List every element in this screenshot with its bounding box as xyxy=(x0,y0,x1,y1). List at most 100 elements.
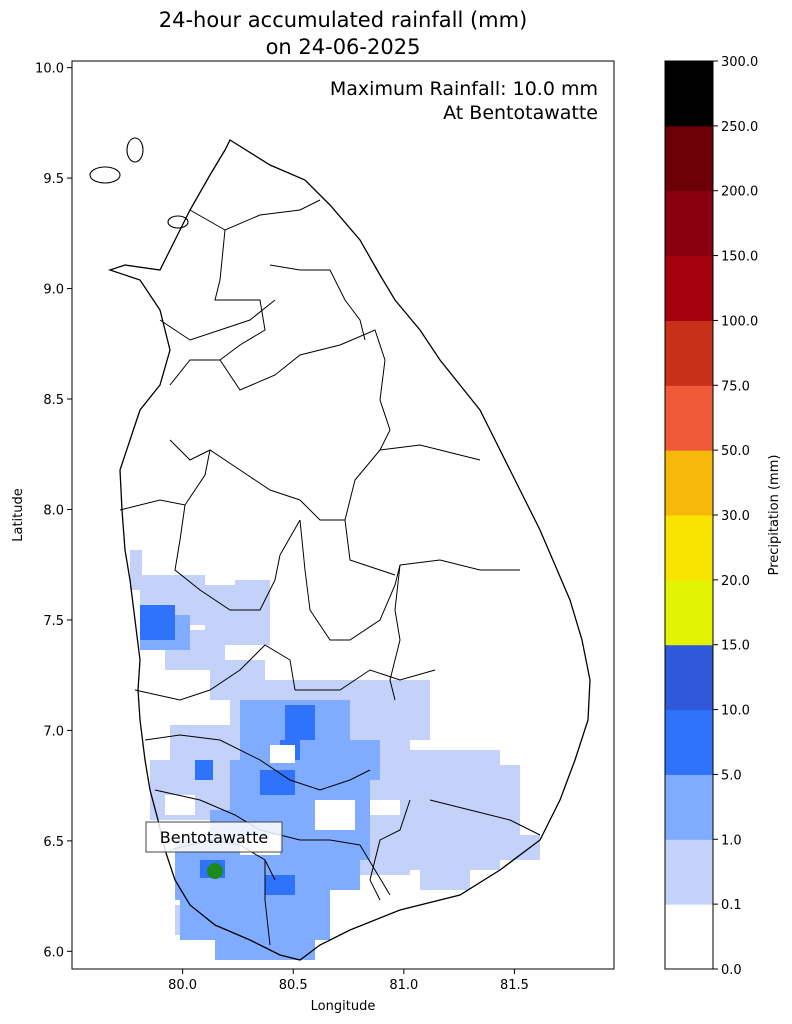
colorbar-segment xyxy=(665,904,713,970)
rainfall-cell xyxy=(265,875,295,895)
district-boundary xyxy=(299,519,401,641)
colorbar-tick-label: 250.0 xyxy=(721,120,758,135)
x-tick-label: 81.5 xyxy=(500,978,529,993)
colorbar-tick-label: 300.0 xyxy=(721,55,758,70)
colorbar-segment xyxy=(665,125,713,192)
x-tick-label: 80.0 xyxy=(168,978,197,993)
colorbar-tick-label: 15.0 xyxy=(721,639,750,654)
colorbar-tick-label: 5.0 xyxy=(721,768,742,783)
max-rainfall-annotation: Maximum Rainfall: 10.0 mm xyxy=(330,78,598,100)
colorbar-segment xyxy=(665,515,713,581)
district-boundary xyxy=(389,564,401,701)
district-boundary xyxy=(299,444,481,521)
colorbar-segment xyxy=(665,255,713,321)
y-axis-label: Latitude xyxy=(11,488,26,542)
district-boundary xyxy=(269,264,366,341)
colorbar-tick-label: 10.0 xyxy=(721,704,750,719)
district-boundary xyxy=(144,734,371,791)
coastline xyxy=(107,139,591,961)
district-boundary xyxy=(429,799,541,836)
colorbar-tick-label: 150.0 xyxy=(721,250,758,265)
district-boundary xyxy=(169,344,341,391)
x-axis-ticks: 80.0 80.5 81.0 81.5 xyxy=(168,969,529,993)
y-tick-label: 7.0 xyxy=(43,724,64,739)
islet xyxy=(167,215,189,229)
rainfall-cell xyxy=(300,820,360,890)
y-tick-label: 6.0 xyxy=(43,945,64,960)
colorbar-segment xyxy=(665,450,713,516)
rainfall-cell xyxy=(430,765,520,835)
district-boundary xyxy=(264,860,271,946)
x-tick-label: 81.0 xyxy=(389,978,418,993)
rainfall-cell xyxy=(420,860,470,890)
colorbar: 0.0 0.1 1.0 5.0 10.0 15.0 20.0 30.0 50.0 75.0 100.… xyxy=(664,55,782,978)
islet xyxy=(126,137,144,163)
colorbar-label: Precipitation (mm) xyxy=(767,455,782,576)
colorbar-segment xyxy=(665,709,713,775)
y-tick-label: 8.0 xyxy=(43,503,64,518)
dry-cell xyxy=(165,795,195,815)
colorbar-segment xyxy=(665,579,713,646)
colorbar-segment xyxy=(665,385,713,451)
rainfall-cell xyxy=(260,770,295,795)
district-boundary xyxy=(159,299,276,341)
colorbar-segment xyxy=(665,644,713,711)
colorbar-tick-label: 75.0 xyxy=(721,379,750,394)
district-boundary xyxy=(339,329,391,451)
colorbar-tick-label: 20.0 xyxy=(721,574,750,589)
colorbar-tick-label: 30.0 xyxy=(721,509,750,524)
max-rainfall-location: At Bentotawatte xyxy=(443,102,598,124)
x-axis-label: Longitude xyxy=(311,999,376,1014)
district-boundary xyxy=(399,559,520,571)
station-label: Bentotawatte xyxy=(160,828,268,847)
colorbar-segments xyxy=(665,61,713,970)
district-boundary xyxy=(279,519,301,556)
colorbar-tick-label: 0.1 xyxy=(721,898,742,913)
colorbar-tick-label: 200.0 xyxy=(721,185,758,200)
sri-lanka-outline xyxy=(89,137,591,961)
rainfall-field xyxy=(130,550,540,960)
y-tick-label: 9.0 xyxy=(43,283,64,298)
rainfall-cell xyxy=(285,705,315,740)
colorbar-ticks: 0.0 0.1 1.0 5.0 10.0 15.0 20.0 30.0 50.0 75.0 100.… xyxy=(713,55,758,978)
title-line-1: 24-hour accumulated rainfall (mm) xyxy=(159,8,528,32)
rainfall-cell xyxy=(195,760,213,780)
rainfall-cell xyxy=(235,580,270,610)
title-line-2: on 24-06-2025 xyxy=(266,35,421,59)
district-boundary xyxy=(189,199,321,231)
rainfall-cell xyxy=(130,550,142,590)
colorbar-segment xyxy=(665,61,713,127)
y-axis-ticks: 6.0 6.5 7.0 7.5 8.0 8.5 9.0 9.5 10.0 xyxy=(35,62,72,960)
y-tick-label: 9.5 xyxy=(43,172,64,187)
islet xyxy=(89,166,121,184)
district-boundary xyxy=(344,519,396,576)
rainfall-cell xyxy=(170,725,250,765)
colorbar-segment xyxy=(665,839,713,905)
dry-cell xyxy=(270,745,295,763)
district-boundary xyxy=(174,504,281,611)
district-boundary xyxy=(295,669,436,691)
colorbar-tick-label: 1.0 xyxy=(721,833,742,848)
colorbar-tick-label: 50.0 xyxy=(721,444,750,459)
y-tick-label: 10.0 xyxy=(35,62,64,77)
rainfall-cell xyxy=(140,605,175,640)
station-label-box: Bentotawatte xyxy=(145,821,283,853)
y-tick-label: 7.5 xyxy=(43,614,64,629)
map-frame xyxy=(71,60,615,970)
map-axes: 80.0 80.5 81.0 81.5 6.0 6.5 7.0 7.5 8.0 8.5 9.0 9.… xyxy=(11,60,615,1014)
rainfall-cell xyxy=(500,835,540,860)
colorbar-tick-label: 0.0 xyxy=(721,963,742,978)
district-boundary xyxy=(169,439,301,501)
district-boundary xyxy=(359,844,391,896)
rainfall-cell xyxy=(330,740,380,780)
max-rainfall-marker xyxy=(207,863,223,879)
colorbar-segment xyxy=(665,190,713,257)
colorbar-segment xyxy=(665,320,713,386)
y-tick-label: 6.5 xyxy=(43,835,64,850)
district-boundary xyxy=(369,799,411,901)
colorbar-tick-label: 100.0 xyxy=(721,314,758,329)
colorbar-segment xyxy=(665,774,713,840)
dry-cell xyxy=(315,800,355,830)
x-tick-label: 80.5 xyxy=(279,978,308,993)
